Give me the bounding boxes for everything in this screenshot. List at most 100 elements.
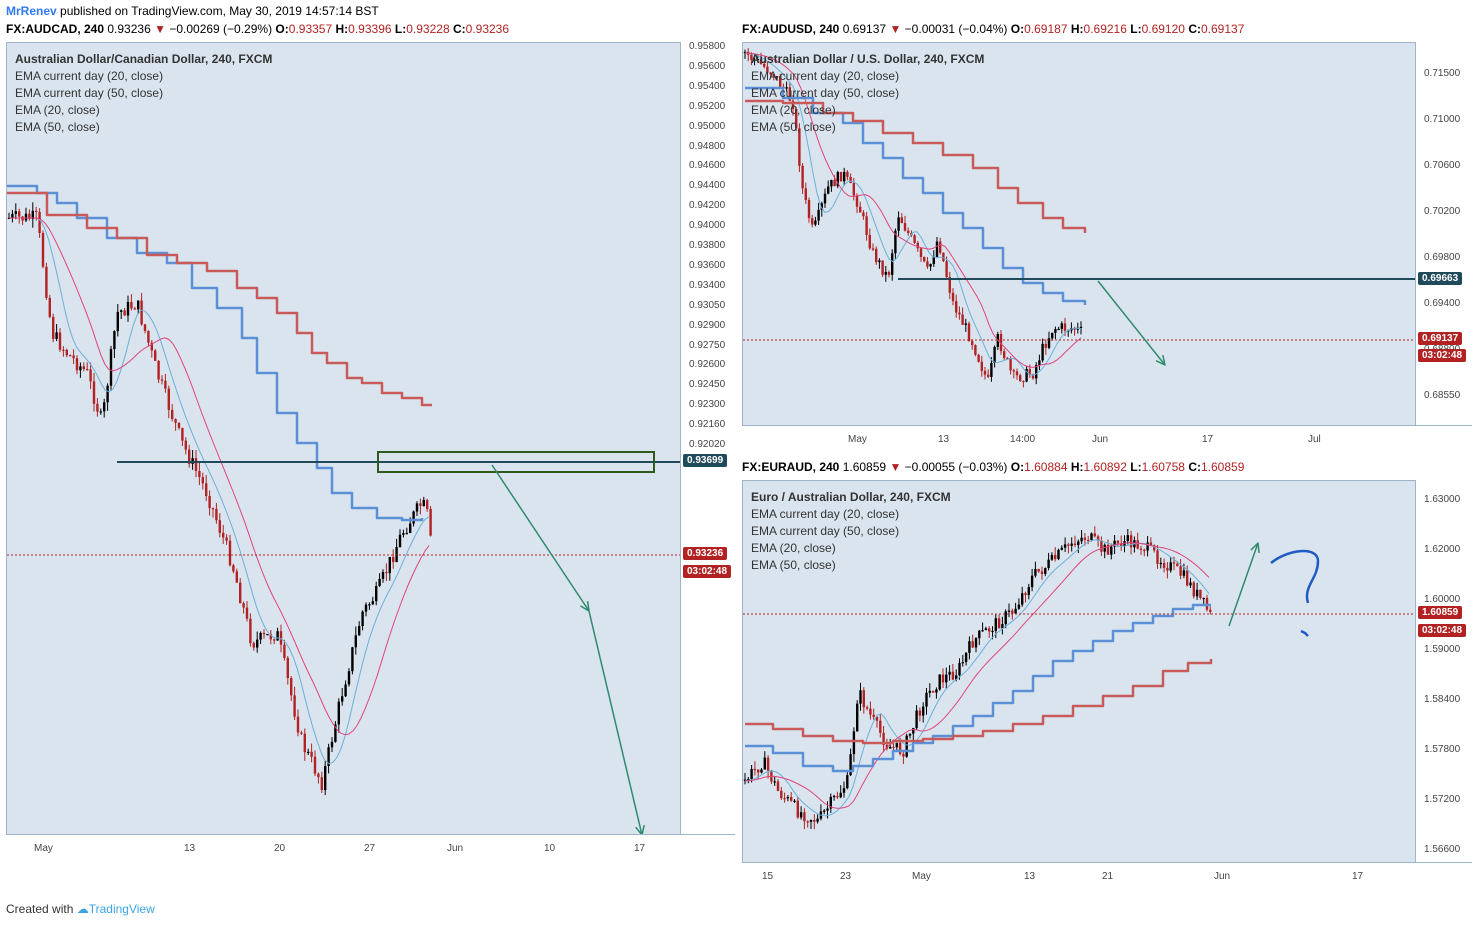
- audcad-symbol[interactable]: FX:AUDCAD, 240: [6, 22, 105, 36]
- candle: [913, 235, 916, 243]
- candle: [1192, 582, 1195, 597]
- candle: [150, 342, 153, 351]
- candle: [978, 630, 981, 639]
- legend-title[interactable]: Euro / Australian Dollar, 240, FXCM: [751, 490, 951, 504]
- candle: [422, 500, 425, 506]
- time-tick: May: [848, 434, 867, 445]
- candle: [807, 199, 811, 219]
- candle: [814, 220, 817, 225]
- candle: [310, 751, 313, 757]
- legend-title[interactable]: Australian Dollar / U.S. Dollar, 240, FX…: [751, 52, 985, 66]
- candle: [364, 604, 368, 612]
- audcad-price-axis[interactable]: 0.95800 0.95600 0.95400 0.95200 0.95000 0.948…: [680, 41, 736, 834]
- legend-ema-20[interactable]: EMA (20, close): [751, 103, 836, 117]
- close-value: 0.69137: [1200, 22, 1245, 36]
- legend-ema-20[interactable]: EMA (20, close): [15, 103, 100, 117]
- candle: [126, 301, 130, 316]
- candle: [242, 603, 245, 608]
- author-link[interactable]: MrRenev: [6, 4, 57, 18]
- legend-title[interactable]: Australian Dollar/Canadian Dollar, 240, …: [15, 52, 273, 66]
- candle: [974, 345, 977, 355]
- audusd-time-axis[interactable]: May 13 14:00 Jun 17 Jul: [742, 425, 1472, 454]
- candle: [809, 820, 813, 822]
- candle: [791, 100, 795, 109]
- footer: Created with ☁TradingView: [6, 902, 155, 916]
- price-tag: 1.60859: [1418, 606, 1463, 619]
- price-tick: 1.59000: [1424, 644, 1461, 655]
- legend-ema-current-20[interactable]: EMA current day (20, close): [751, 69, 900, 83]
- candle: [984, 628, 988, 631]
- euraud-time-axis[interactable]: 15 23 May 13 21 Jun 17: [742, 862, 1472, 891]
- candle: [793, 800, 796, 802]
- euraud-price-axis[interactable]: 1.63000 1.62000 1.60000 1.59000 1.58400 1.578…: [1415, 480, 1473, 862]
- candle: [865, 707, 869, 709]
- candle: [923, 256, 926, 262]
- price-tick: 0.93800: [689, 240, 726, 251]
- candle: [160, 379, 164, 381]
- legend-ema-current-20[interactable]: EMA current day (20, close): [751, 507, 900, 521]
- audcad-time-axis[interactable]: May 13 20 27 Jun 10 17: [6, 834, 735, 863]
- price-tag: 0.93699: [683, 454, 728, 467]
- candle: [846, 775, 849, 789]
- candle: [1209, 609, 1212, 612]
- candle: [756, 59, 759, 61]
- candle: [273, 639, 276, 641]
- candle: [58, 332, 62, 350]
- audcad-plot[interactable]: [7, 43, 680, 835]
- candle: [884, 271, 887, 275]
- candle: [1015, 371, 1019, 376]
- candle: [1202, 597, 1205, 600]
- audusd-chart-pane[interactable]: Australian Dollar / U.S. Dollar, 240, FX…: [742, 42, 1416, 427]
- euraud-chart-pane[interactable]: Euro / Australian Dollar, 240, FXCM EMA …: [742, 480, 1416, 864]
- ema-current-20-line: [745, 603, 1211, 773]
- price-tick: 1.57200: [1424, 794, 1461, 805]
- euraud-plot[interactable]: [743, 481, 1415, 863]
- legend-ema-20[interactable]: EMA (20, close): [751, 541, 836, 555]
- legend-ema-50[interactable]: EMA (50, close): [15, 120, 100, 134]
- candle: [942, 252, 945, 262]
- candle: [830, 179, 833, 187]
- candle: [902, 753, 905, 757]
- candle: [341, 696, 344, 702]
- price-tick: 0.95400: [689, 80, 726, 92]
- candle: [803, 812, 806, 822]
- candle: [987, 374, 990, 377]
- candle: [826, 808, 829, 811]
- candle: [222, 532, 225, 538]
- candle: [862, 690, 865, 708]
- audcad-chart-pane[interactable]: Australian Dollar/Canadian Dollar, 240, …: [6, 42, 681, 836]
- candle: [875, 716, 879, 721]
- candle: [137, 300, 140, 310]
- audusd-plot[interactable]: [743, 43, 1415, 426]
- high-value: 0.69216: [1083, 22, 1127, 36]
- candle: [1087, 539, 1090, 542]
- tradingview-link[interactable]: TradingView: [88, 902, 155, 916]
- euraud-symbol[interactable]: FX:EURAUD, 240: [742, 460, 840, 474]
- candle: [980, 361, 983, 371]
- hand-drawn-question-mark: [1270, 549, 1320, 604]
- legend-ema-current-50[interactable]: EMA current day (50, close): [751, 524, 900, 538]
- candle: [334, 724, 337, 742]
- legend-ema-current-50[interactable]: EMA current day (50, close): [15, 86, 164, 100]
- candle: [1060, 323, 1063, 329]
- candle: [106, 385, 109, 403]
- candle: [931, 690, 935, 693]
- low-label: L:: [394, 22, 407, 36]
- candle: [1083, 537, 1087, 540]
- audusd-symbol[interactable]: FX:AUDUSD, 240: [742, 22, 840, 36]
- legend-ema-50[interactable]: EMA (50, close): [751, 558, 836, 572]
- candle: [938, 674, 941, 690]
- time-tick: Jun: [1092, 434, 1109, 445]
- candle: [971, 341, 974, 346]
- candle: [1021, 593, 1024, 605]
- candle: [763, 63, 766, 67]
- candle: [1007, 610, 1011, 612]
- legend-ema-current-20[interactable]: EMA current day (20, close): [15, 69, 164, 83]
- legend-ema-50[interactable]: EMA (50, close): [751, 120, 836, 134]
- legend-ema-current-50[interactable]: EMA current day (50, close): [751, 86, 900, 100]
- audusd-price-axis[interactable]: 0.71500 0.71000 0.70600 0.70200 0.69800 0.694…: [1415, 42, 1473, 425]
- candle: [218, 520, 221, 533]
- candle: [882, 732, 885, 745]
- projection-arrow: [1228, 542, 1259, 627]
- high-label: H:: [1070, 460, 1084, 474]
